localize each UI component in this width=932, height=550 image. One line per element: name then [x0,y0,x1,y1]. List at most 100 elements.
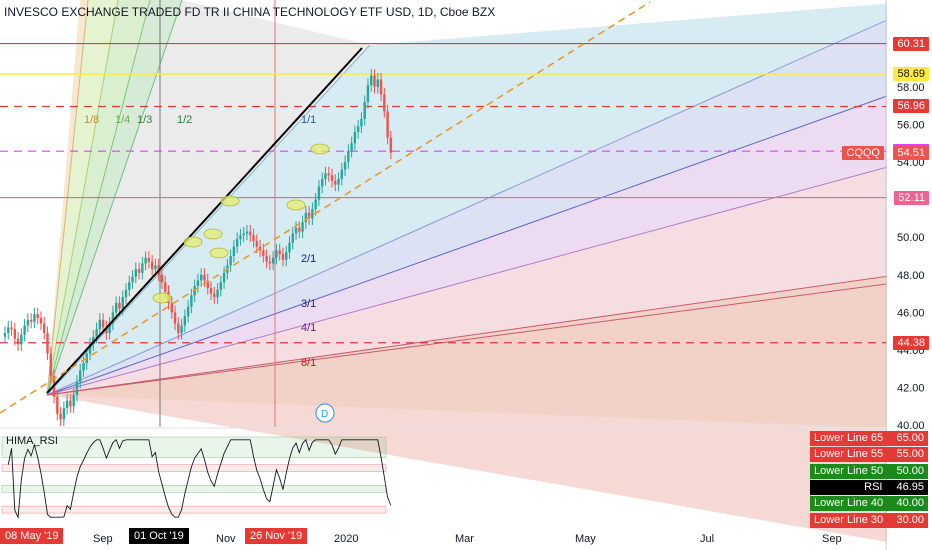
candle-body [29,319,33,322]
candle-body [304,212,308,223]
candle-body [222,272,226,283]
candle-body [363,101,366,119]
candle-body [180,325,183,333]
candle-body [268,261,272,264]
candle-body [26,319,30,326]
candle-body [298,227,301,232]
candle-body [111,312,115,324]
candle-body [160,274,164,283]
candle-body [137,269,141,273]
candle-body [291,233,294,243]
candle-body [379,79,383,95]
candle-body [147,257,151,262]
rsi-zone-upper [1,436,387,459]
candle-body [43,323,46,333]
candle-body [360,118,363,127]
horizontal-levels [0,42,886,344]
candle-body [347,150,350,163]
candle-body [317,186,321,200]
rsi-level-value: 55.00 [896,448,924,461]
candle-body [206,280,209,288]
candle-body [376,79,379,87]
price-tag: 44.38 [893,335,929,350]
candle-body [356,126,360,133]
candle-body [33,314,36,322]
highlight-ellipse [183,236,203,248]
candle-body [131,276,134,283]
candle-body [121,297,124,309]
candle-body [3,332,7,337]
candle-body [20,334,23,345]
candle-body [23,325,26,335]
candle-body [39,317,43,324]
candle-body [134,269,137,277]
candle-body [154,265,157,270]
candle-body [255,240,258,247]
highlight-ellipse [310,143,330,155]
rsi-level-label: Lower Line 65 [814,432,884,444]
time-tick-label: May [575,533,596,545]
candle-body [150,261,154,270]
gann-fan-ray [46,277,932,396]
candle-body [262,250,265,256]
candle-body [301,222,304,232]
candle-body [56,396,59,414]
candle-body [7,327,10,333]
candle-body [216,289,219,298]
candle-body [46,332,49,354]
rsi-level-tag: RSI 46.95 [810,479,928,495]
candle-body [186,306,190,317]
gann-fan-label: 1/3 [137,114,152,126]
gann-fan-ray [46,44,371,396]
candle-body [327,173,330,176]
candle-body [258,246,262,251]
candle-body [249,231,252,236]
time-tick-label: 2020 [334,533,359,545]
candle-body [128,282,131,290]
gann-fan-label: 2/1 [301,253,316,265]
candle-body [245,231,249,234]
candle-body [101,319,105,328]
highlight-ellipse [220,195,240,207]
candle-body [203,274,206,281]
candle-body [307,212,311,219]
candle-body [10,327,13,330]
gann-fan-label: 1/1 [301,114,316,126]
gann-fan-ray [46,269,932,396]
price-tag: 52.11 [894,190,929,205]
price-tick-label: 46.00 [897,307,925,319]
rsi-level-tag: Lower Line 55 55.00 [810,447,928,463]
time-tick-label: Jul [700,533,715,545]
candle-body [213,293,216,298]
candle-body [95,329,98,337]
candle-body [353,132,357,144]
rsi-level-value: 50.00 [896,464,924,477]
date-marker-tag: 01 Oct '19 [129,528,189,544]
candle-body [72,394,75,407]
candle-body [285,252,288,260]
candle-body [265,255,268,262]
price-tick-label: 50.00 [897,232,925,244]
candle-body [235,239,239,247]
candle-body [314,199,317,210]
price-tick-label: 58.00 [897,82,925,94]
highlight-ellipse [203,228,223,240]
rsi-title: HIMA_RSI [6,435,58,447]
rsi-level-label: Lower Line 40 [814,497,884,510]
candle-body [281,254,285,260]
candle-body [242,233,245,236]
candle-body [219,282,223,290]
candle-body [330,175,334,181]
candle-body [190,295,193,307]
price-tag: 54.51 [893,145,929,160]
candle-body [164,282,167,292]
price-tick-label: 42.00 [897,382,925,394]
rsi-level-tag: Lower Line 40 40.00 [810,496,928,512]
candle-body [239,235,242,240]
candle-body [294,227,298,234]
rsi-line [7,438,392,519]
candle-body [16,338,20,345]
candle-body [343,162,347,170]
gann-fan-label: 1/4 [115,114,130,126]
